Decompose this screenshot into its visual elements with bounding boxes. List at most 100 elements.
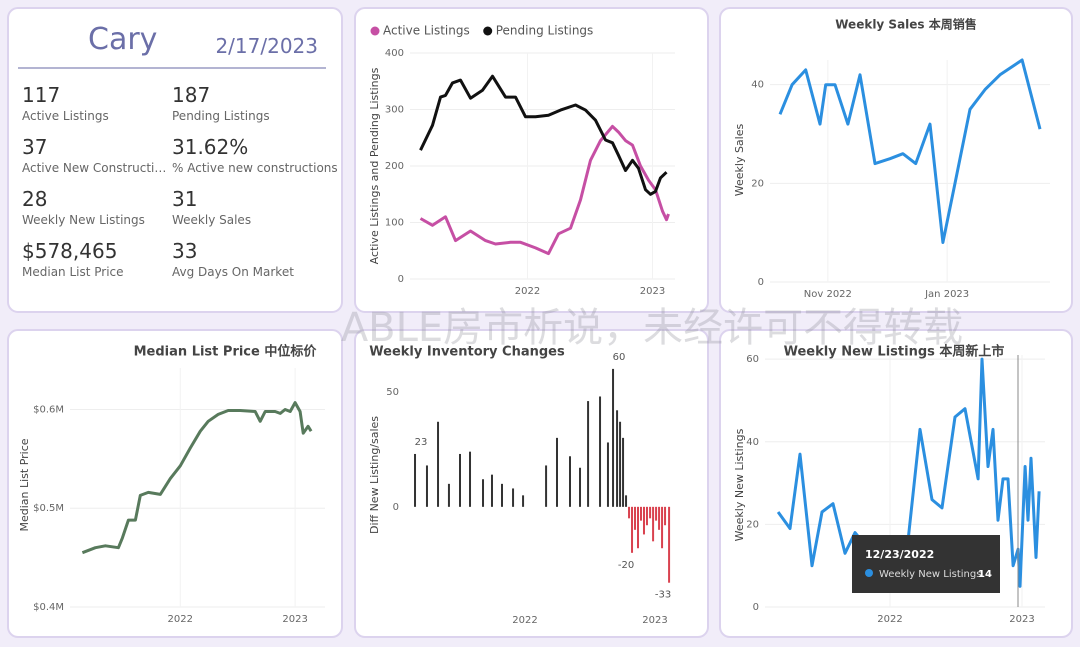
data-label: -20: [618, 560, 634, 571]
bar: [512, 488, 515, 507]
panel: [354, 329, 709, 638]
bar: [658, 506, 661, 530]
y-tick-label: 20: [751, 178, 764, 189]
kpi-label: Weekly Sales: [172, 213, 252, 227]
legend-marker: [483, 26, 493, 36]
bar: [469, 451, 472, 507]
panel: [7, 329, 343, 638]
y-axis-label: Weekly Sales: [733, 123, 746, 196]
y-tick-label: 40: [746, 437, 759, 448]
y-tick-label: 50: [386, 387, 399, 398]
bar: [645, 506, 648, 526]
line: [776, 357, 1041, 588]
x-tick-label: 2023: [1009, 614, 1034, 625]
bar: [652, 506, 655, 542]
kpi-label: Avg Days On Market: [172, 265, 294, 279]
bar: [414, 453, 417, 507]
kpi-label: Pending Listings: [172, 109, 270, 123]
legend-label: Active Listings: [383, 24, 470, 38]
date: 2/17/2023: [215, 34, 318, 58]
x-tick-label: 2022: [515, 286, 540, 297]
kpi-label: Median List Price: [22, 265, 124, 279]
chart-title: Weekly New Listings 本周新上市: [784, 344, 1005, 360]
kpi-panel: [7, 7, 343, 313]
x-tick-label: Nov 2022: [804, 289, 852, 300]
kpi-value: 28: [22, 187, 48, 211]
city: Cary: [88, 22, 158, 57]
line: [419, 124, 670, 256]
y-tick-label: 0: [753, 602, 759, 613]
y-tick-label: $0.6M: [33, 404, 64, 415]
bar: [500, 483, 503, 507]
x-tick-label: Jan 2023: [924, 289, 969, 300]
y-tick-label: 60: [746, 354, 759, 365]
bar: [606, 442, 609, 507]
bar: [482, 479, 485, 507]
kpi-value: 37: [22, 135, 48, 159]
line: [778, 58, 1042, 244]
legend-label: Pending Listings: [496, 24, 594, 38]
data-label: 60: [613, 352, 626, 363]
bar: [612, 368, 615, 507]
bar: [649, 506, 652, 519]
x-tick-label: 2023: [640, 286, 665, 297]
bar: [490, 474, 493, 507]
bar: [661, 506, 664, 549]
bar: [631, 506, 634, 553]
y-tick-label: $0.4M: [33, 602, 64, 613]
kpi-value: 117: [22, 83, 61, 107]
data-label: -33: [655, 590, 671, 601]
y-tick-label: 0: [393, 502, 399, 513]
bar: [569, 456, 571, 507]
bar: [459, 453, 461, 507]
y-axis-label: Median List Price: [18, 438, 31, 531]
chart-title: Median List Price 中位标价: [134, 344, 318, 360]
line: [81, 401, 313, 555]
x-tick-label: 2022: [512, 615, 537, 626]
legend-marker: [370, 26, 380, 36]
kpi-value: 33: [172, 239, 198, 263]
bar: [447, 483, 450, 507]
tooltip-value: 14: [978, 569, 992, 580]
kpi-label: % Active new constructions: [172, 161, 338, 175]
kpi-value: 31.62%: [172, 135, 249, 159]
bar: [616, 410, 619, 507]
y-axis-label: Active Listings and Pending Listings: [368, 67, 381, 264]
y-tick-label: $0.5M: [33, 503, 64, 514]
kpi-card: Cary 2/17/2023 117 Active Listings 187 Pend…: [8, 8, 342, 312]
bar: [555, 437, 558, 507]
y-tick-label: 200: [385, 161, 404, 172]
y-tick-label: 100: [385, 218, 404, 229]
y-tick-label: 40: [751, 80, 764, 91]
kpi-value: 187: [172, 83, 211, 107]
y-tick-label: 300: [385, 105, 404, 116]
tooltip-marker: [865, 569, 873, 577]
bar: [425, 465, 428, 507]
chart-title: Weekly Sales 本周销售: [835, 17, 977, 32]
bar: [599, 396, 602, 507]
y-axis-label: Diff New Listing/sales: [368, 416, 381, 534]
bar: [642, 506, 645, 535]
x-tick-label: 2022: [168, 614, 193, 625]
bar: [664, 506, 667, 526]
x-tick-label: 2022: [877, 614, 902, 625]
line: [419, 74, 668, 196]
x-tick-label: 2023: [642, 615, 667, 626]
kpi-value: 31: [172, 187, 198, 211]
bar: [579, 467, 582, 507]
kpi-label: Weekly New Listings: [22, 213, 145, 227]
bar: [522, 495, 525, 507]
bar: [637, 506, 640, 549]
tooltip: [852, 535, 1000, 593]
bar: [639, 506, 642, 521]
bar: [622, 437, 625, 507]
kpi-value: $578,465: [22, 239, 118, 263]
bar: [437, 421, 440, 507]
kpi-label: Active Listings: [22, 109, 109, 123]
bar: [655, 506, 658, 521]
bar: [634, 506, 637, 530]
chart-title: Weekly Inventory Changes: [369, 345, 565, 360]
y-tick-label: 20: [746, 519, 759, 530]
